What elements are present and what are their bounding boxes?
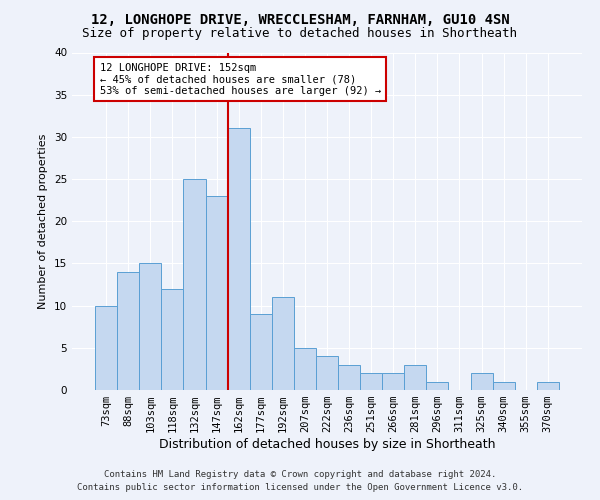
Bar <box>117 272 139 390</box>
Bar <box>95 306 117 390</box>
Text: 12 LONGHOPE DRIVE: 152sqm
← 45% of detached houses are smaller (78)
53% of semi-: 12 LONGHOPE DRIVE: 152sqm ← 45% of detac… <box>100 62 381 96</box>
Bar <box>139 264 161 390</box>
Bar <box>493 382 515 390</box>
Bar <box>382 373 404 390</box>
Text: 12, LONGHOPE DRIVE, WRECCLESHAM, FARNHAM, GU10 4SN: 12, LONGHOPE DRIVE, WRECCLESHAM, FARNHAM… <box>91 12 509 26</box>
Y-axis label: Number of detached properties: Number of detached properties <box>38 134 49 309</box>
Bar <box>206 196 227 390</box>
Bar <box>250 314 272 390</box>
Bar <box>338 364 360 390</box>
Bar <box>470 373 493 390</box>
Bar <box>227 128 250 390</box>
Bar <box>272 297 294 390</box>
Text: Contains HM Land Registry data © Crown copyright and database right 2024.
Contai: Contains HM Land Registry data © Crown c… <box>77 470 523 492</box>
Bar <box>360 373 382 390</box>
Bar <box>537 382 559 390</box>
Bar <box>427 382 448 390</box>
Text: Size of property relative to detached houses in Shortheath: Size of property relative to detached ho… <box>83 28 517 40</box>
Bar <box>316 356 338 390</box>
Bar <box>161 289 184 390</box>
X-axis label: Distribution of detached houses by size in Shortheath: Distribution of detached houses by size … <box>159 438 495 451</box>
Bar <box>184 179 206 390</box>
Bar <box>294 348 316 390</box>
Bar <box>404 364 427 390</box>
